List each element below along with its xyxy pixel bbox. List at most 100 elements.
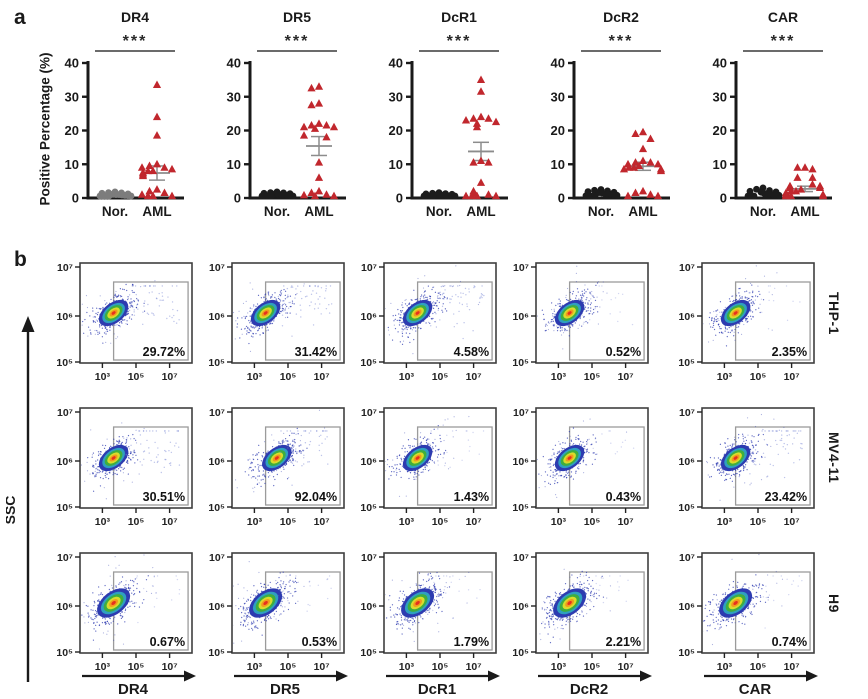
density-cloud: [706, 413, 803, 501]
flow-plot-thp-1-dr4: 10⁷ 10⁶ 10⁵ 10³ 10⁵ 10⁷ 29.72%: [56, 262, 193, 383]
aml-data-point: [152, 112, 162, 121]
bottom-axis-strip: DR4 DR5 DcR1 DcR2 CAR: [82, 670, 818, 698]
aml-data-point: [329, 122, 339, 131]
y-tick-label: 0: [72, 191, 79, 206]
aml-data-point: [653, 159, 663, 168]
y-tick-label: 10⁵: [512, 647, 529, 659]
aml-data-point: [638, 144, 648, 153]
x-tick-label: 10³: [399, 661, 415, 673]
aml-data-point: [314, 82, 324, 90]
aml-data-point: [815, 183, 825, 191]
x-tick-label: 10⁵: [128, 661, 145, 673]
density-cloud: [703, 265, 801, 347]
x-axis-label-dcr2: DcR2: [570, 681, 608, 698]
aml-data-point: [476, 178, 486, 186]
x-axis-arrowhead-icon: [488, 670, 500, 682]
x-tick-label: 10⁷: [784, 371, 800, 383]
x-tick-label: 10⁵: [750, 516, 767, 528]
density-cloud: [385, 571, 481, 643]
scatter-plot-car: CAR *** 0 10 20 30 40 Nor. AML: [713, 9, 832, 219]
y-tick-label: 10⁶: [678, 311, 695, 323]
x-tick-label: 10⁵: [432, 371, 449, 383]
aml-data-point: [800, 163, 810, 171]
x-tick-label: 10⁷: [618, 371, 634, 383]
x-axis-arrowhead-icon: [806, 670, 818, 682]
significance-stars: ***: [123, 33, 148, 50]
aml-data-point: [299, 122, 309, 131]
y-tick-label: 0: [558, 191, 565, 206]
plot-title: DR5: [283, 9, 311, 25]
x-category-label: AML: [304, 204, 333, 219]
aml-data-point: [145, 186, 154, 195]
x-tick-label: 10³: [551, 516, 567, 528]
aml-data-point: [646, 190, 655, 198]
x-tick-label: 10³: [717, 516, 733, 528]
x-tick-label: 10⁷: [314, 371, 330, 383]
flow-plot-mv4-11-dr5: 10⁷ 10⁶ 10⁵ 10³ 10⁵ 10⁷ 92.04%: [208, 407, 345, 528]
y-tick-label: 30: [65, 89, 79, 104]
scatter-plot-dcr2: DcR2 *** 0 10 20 30 40 Nor. AML: [551, 9, 670, 219]
x-axis-label-dr4: DR4: [118, 681, 149, 698]
flow-plot-mv4-11-dcr2: 10⁷ 10⁶ 10⁵ 10³ 10⁵ 10⁷ 0.43%: [512, 407, 649, 528]
x-tick-label: 10³: [399, 516, 415, 528]
y-tick-label: 10⁷: [679, 552, 695, 564]
aml-data-point: [299, 131, 309, 139]
aml-data-point: [152, 131, 162, 139]
aml-data-point: [167, 191, 177, 200]
scatter-plot-dr5: DR5 *** 0 10 20 30 40 Nor. AML: [227, 9, 346, 219]
aml-data-point: [329, 191, 339, 200]
x-tick-label: 10⁵: [584, 516, 601, 528]
y-tick-label: 10⁶: [208, 311, 225, 323]
y-tick-label: 10⁷: [209, 552, 225, 564]
x-tick-label: 10⁵: [280, 516, 297, 528]
x-tick-label: 10⁷: [618, 661, 634, 673]
y-tick-label: 10⁵: [360, 357, 377, 369]
y-tick-label: 30: [551, 89, 565, 104]
y-tick-label: 10⁵: [208, 357, 225, 369]
x-category-label: Nor.: [750, 204, 776, 219]
percentage-label: 0.67%: [150, 635, 185, 649]
significance-stars: ***: [609, 33, 634, 50]
aml-data-point: [467, 191, 477, 200]
y-tick-label: 10⁷: [513, 407, 529, 419]
percentage-label: 30.51%: [143, 490, 185, 504]
x-axis-arrowhead-icon: [184, 670, 196, 682]
x-tick-label: 10⁷: [162, 371, 178, 383]
aml-data-point: [167, 164, 177, 173]
ssc-axis-arrow: SSC: [6, 316, 35, 682]
y-tick-label: 40: [713, 56, 727, 71]
y-tick-label: 40: [227, 56, 241, 71]
x-tick-label: 10⁷: [466, 661, 482, 673]
x-tick-label: 10⁵: [280, 371, 297, 383]
aml-data-point: [152, 185, 162, 193]
aml-data-point: [160, 163, 169, 171]
aml-data-point: [469, 114, 478, 122]
flow-plot-mv4-11-dcr1: 10⁷ 10⁶ 10⁵ 10³ 10⁵ 10⁷ 1.43%: [360, 407, 497, 528]
y-tick-label: 10: [389, 157, 403, 172]
x-tick-label: 10⁵: [128, 516, 145, 528]
significance-stars: ***: [771, 33, 796, 50]
x-tick-label: 10³: [95, 371, 111, 383]
y-tick-label: 10⁶: [678, 601, 695, 613]
aml-data-point: [314, 119, 324, 127]
y-tick-label: 10⁶: [56, 456, 73, 468]
aml-data-point: [314, 186, 324, 195]
x-tick-label: 10⁵: [432, 661, 449, 673]
aml-data-point: [631, 188, 640, 197]
density-cloud: [703, 554, 803, 646]
x-tick-label: 10³: [717, 371, 733, 383]
x-category-label: Nor.: [102, 204, 128, 219]
percentage-label: 1.79%: [454, 635, 489, 649]
aml-data-point: [818, 191, 828, 200]
x-tick-label: 10⁷: [784, 516, 800, 528]
aml-data-point: [476, 75, 486, 83]
aml-data-point: [145, 161, 154, 170]
nor-data-point: [105, 192, 113, 200]
percentage-label: 0.74%: [772, 635, 807, 649]
aml-data-point: [476, 87, 486, 95]
aml-data-point: [634, 161, 644, 170]
x-tick-label: 10³: [95, 661, 111, 673]
scatter-plot-dr4: DR4 *** 0 10 20 30 40 Nor. AML: [65, 9, 184, 219]
y-tick-label: 10⁶: [360, 601, 377, 613]
aml-data-point: [781, 191, 791, 200]
